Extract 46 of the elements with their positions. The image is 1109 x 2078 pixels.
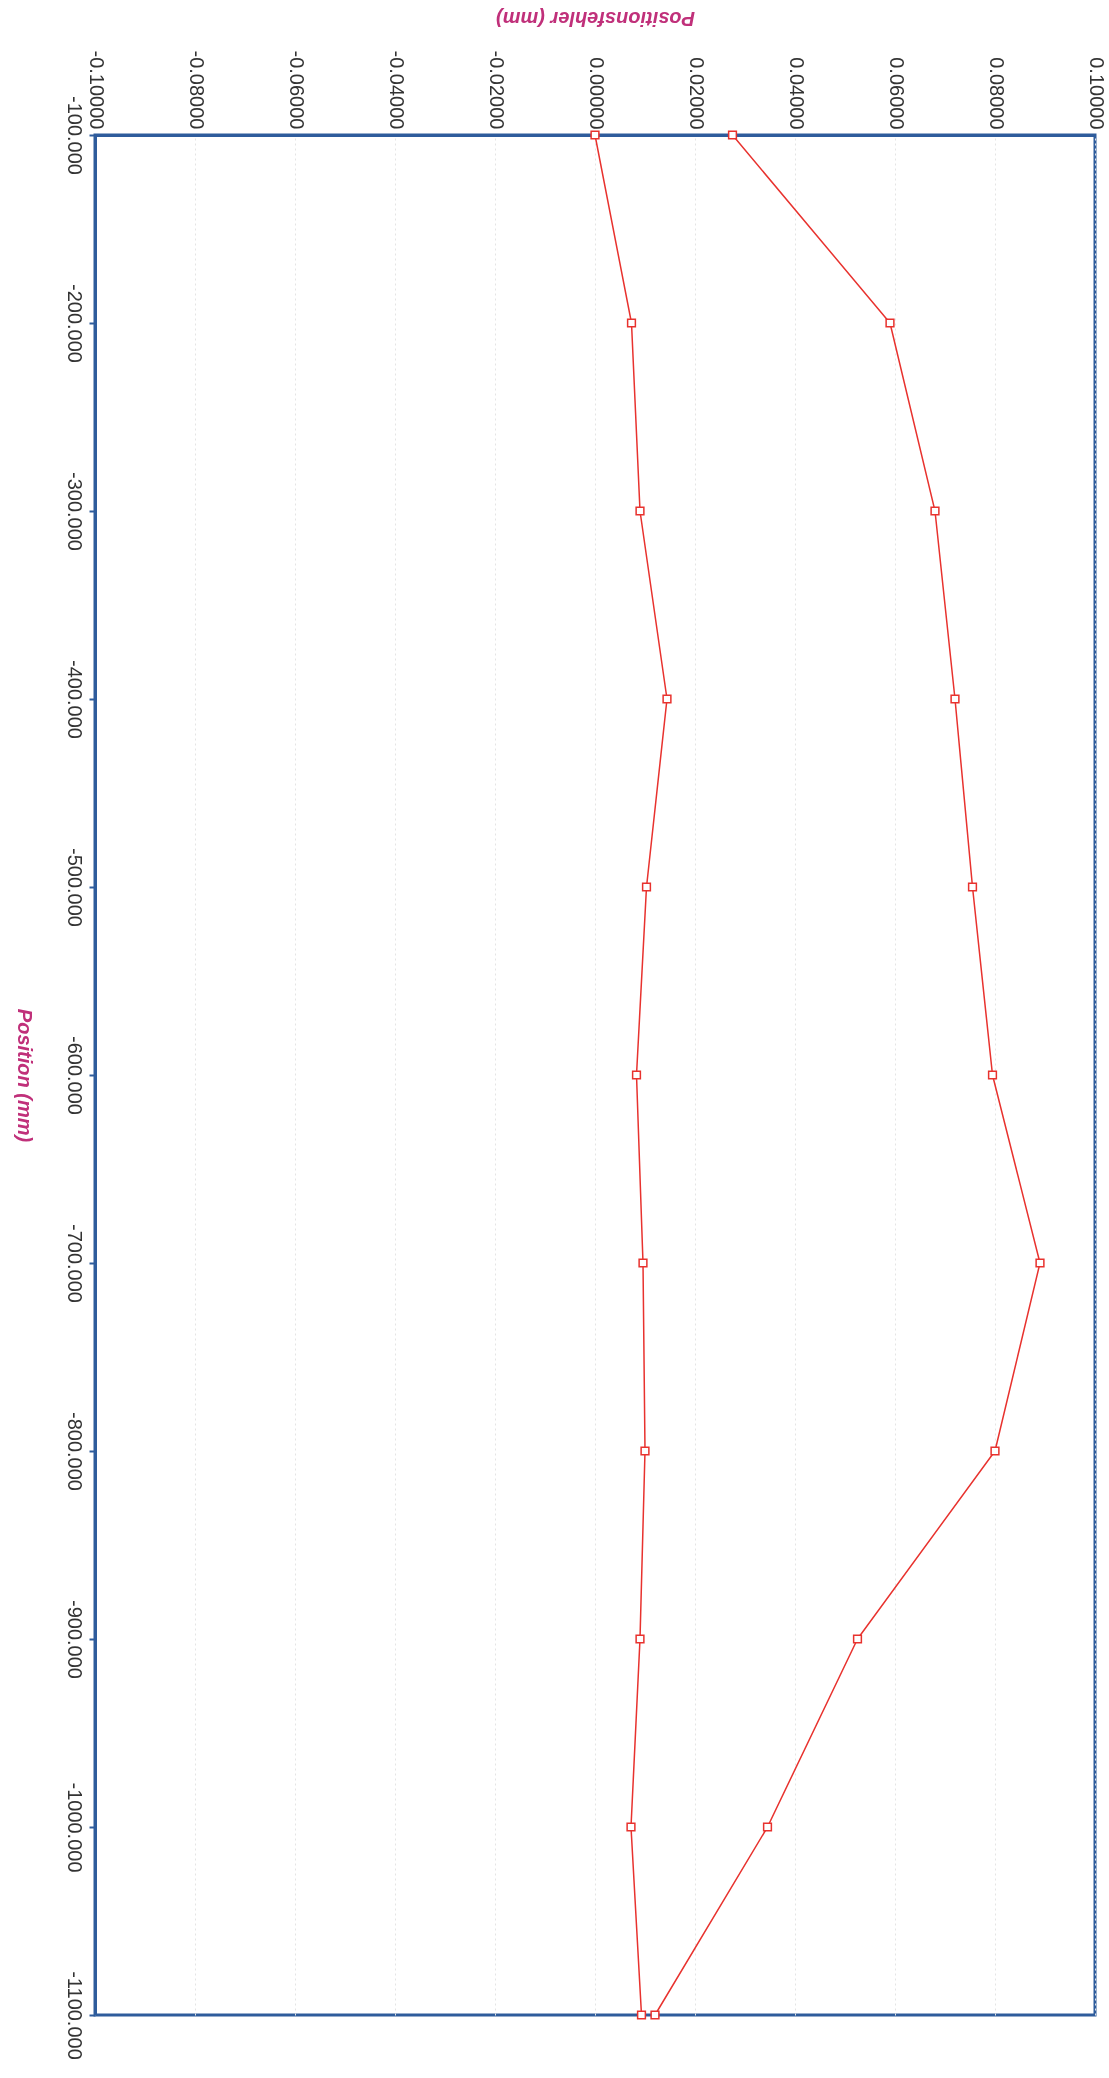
y-axis-title: Position (mm) <box>13 1008 36 1143</box>
point <box>950 694 960 704</box>
point <box>635 1634 645 1644</box>
y-tick-label: -100.000 <box>63 96 86 175</box>
x-tick-label: -0.06000 <box>285 50 308 130</box>
x-axis-title: Positionsfehler (mm) <box>495 7 695 30</box>
y-tick-label: -600.000 <box>63 1036 86 1115</box>
y-tick-label: -1100.000 <box>63 1971 86 2060</box>
point <box>852 1634 863 1644</box>
point <box>626 1822 636 1832</box>
point <box>990 1446 1000 1456</box>
x-tick-label: -0.08000 <box>185 50 208 130</box>
point <box>650 2010 660 2020</box>
y-tick-label: -400.000 <box>63 660 86 739</box>
y-tick-label: -1000.000 <box>63 1782 86 1873</box>
x-tick-label: 0.02000 <box>685 57 708 130</box>
x-tick-label: 0.06000 <box>885 57 908 130</box>
y-tick-label: -900.000 <box>63 1600 86 1679</box>
point <box>641 882 652 892</box>
point <box>626 318 637 328</box>
y-tick-label: -700.000 <box>63 1224 86 1303</box>
point <box>636 2010 647 2020</box>
point <box>640 1446 650 1456</box>
y-tick-label: -500.000 <box>63 848 86 927</box>
y-tick-label: -800.000 <box>63 1412 86 1491</box>
x-tick-label: 0.04000 <box>785 57 808 130</box>
point <box>635 506 645 516</box>
x-tick-label: 0.10000 <box>1085 57 1108 130</box>
point <box>967 882 978 892</box>
point <box>930 506 940 516</box>
point <box>885 318 895 328</box>
x-tick-label: -0.04000 <box>385 50 408 130</box>
point <box>631 1070 642 1080</box>
x-tick-label: -0.10000 <box>85 50 108 130</box>
point <box>662 694 672 704</box>
x-tick-label: 0.00000 <box>585 57 608 130</box>
point <box>727 130 738 140</box>
y-tick-label: -200.000 <box>63 284 86 363</box>
point <box>638 1258 648 1268</box>
y-tick-label: -300.000 <box>63 472 86 551</box>
point <box>1035 1258 1045 1268</box>
point <box>590 130 600 140</box>
x-tick-label: -0.02000 <box>485 50 508 130</box>
x-tick-label: 0.08000 <box>985 57 1008 130</box>
point <box>762 1822 773 1832</box>
point <box>987 1070 998 1080</box>
